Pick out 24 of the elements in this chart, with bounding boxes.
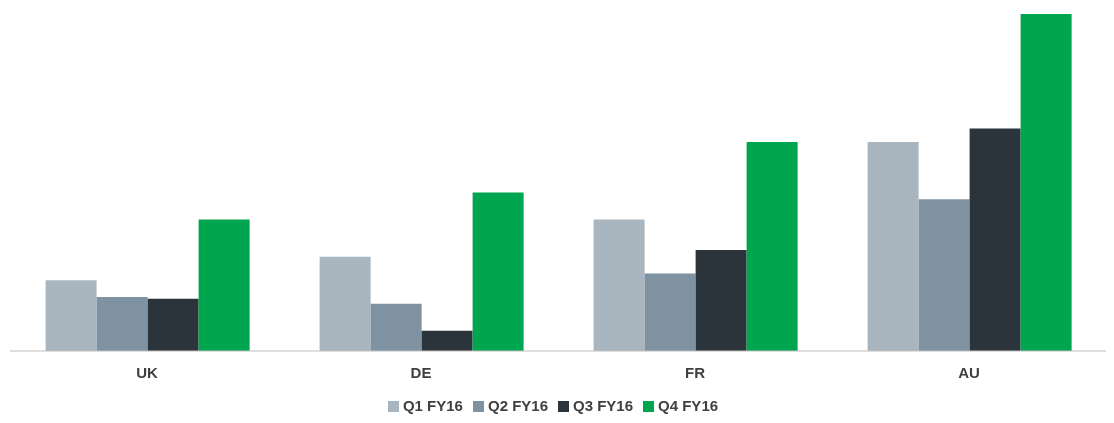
bar xyxy=(593,219,645,351)
bar xyxy=(198,219,250,351)
legend-label: Q1 FY16 xyxy=(402,397,463,414)
bar xyxy=(969,128,1021,351)
legend-label: Q4 FY16 xyxy=(658,397,719,414)
x-tick-label: FR xyxy=(685,363,706,381)
bar xyxy=(96,297,148,351)
bar xyxy=(370,303,422,351)
legend-label: Q3 FY16 xyxy=(573,397,634,414)
bar xyxy=(867,142,919,351)
legend-label: Q2 FY16 xyxy=(487,397,548,414)
bar xyxy=(45,280,97,351)
bar xyxy=(746,142,798,351)
bar xyxy=(472,192,524,351)
x-tick-label: DE xyxy=(410,363,432,381)
bar xyxy=(1020,14,1072,351)
bar xyxy=(421,330,473,351)
bar xyxy=(319,256,371,351)
bar xyxy=(644,273,696,351)
bar xyxy=(918,199,970,351)
bar xyxy=(695,249,747,351)
x-tick-label: UK xyxy=(136,363,158,381)
x-tick-label: AU xyxy=(958,363,980,381)
bar xyxy=(147,298,199,351)
